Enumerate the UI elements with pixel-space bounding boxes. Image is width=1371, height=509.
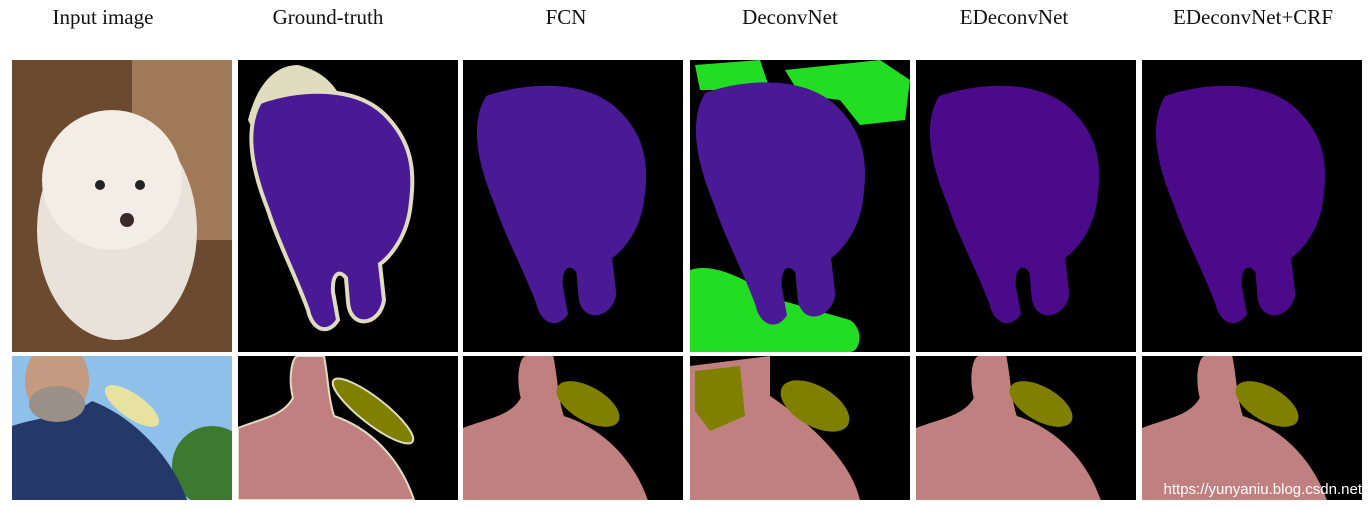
eye: [95, 180, 105, 190]
ground-truth-dog: [238, 60, 458, 352]
column-header: FCN: [546, 5, 587, 29]
noise-region: [695, 366, 745, 431]
shirt: [12, 401, 187, 500]
dog-head: [42, 110, 182, 250]
input-dog: [12, 60, 232, 352]
tree: [172, 426, 232, 500]
edeconvnet-person: [916, 356, 1136, 500]
column-header: EDeconvNet: [960, 5, 1069, 29]
edeconvnet-crf-person: [1142, 356, 1362, 500]
column-header: EDeconvNet+CRF: [1173, 5, 1333, 29]
eye: [135, 180, 145, 190]
input-person: [12, 356, 232, 500]
bird-mask: [780, 380, 850, 432]
deconvnet-person: [690, 356, 910, 500]
column-header: Input image: [53, 5, 154, 29]
deconvnet-dog: [690, 60, 910, 352]
fcn-person: [463, 356, 683, 500]
edeconvnet-dog: [916, 60, 1136, 352]
watermark: https://yunyaniu.blog.csdn.net: [1164, 481, 1363, 498]
column-header: DeconvNet: [742, 5, 838, 29]
bird-mask: [331, 377, 415, 445]
bird-mask: [556, 381, 620, 427]
noise-region: [695, 60, 770, 90]
bird: [104, 385, 160, 427]
edeconvnet-crf-dog: [1142, 60, 1362, 352]
ground-truth-person: [238, 356, 458, 500]
noise-region: [785, 60, 910, 125]
bird-mask: [1235, 381, 1299, 427]
bird-mask: [1009, 381, 1073, 427]
nose: [120, 213, 134, 227]
column-header: Ground-truth: [273, 5, 384, 29]
beard: [29, 386, 85, 422]
fcn-dog: [463, 60, 683, 352]
